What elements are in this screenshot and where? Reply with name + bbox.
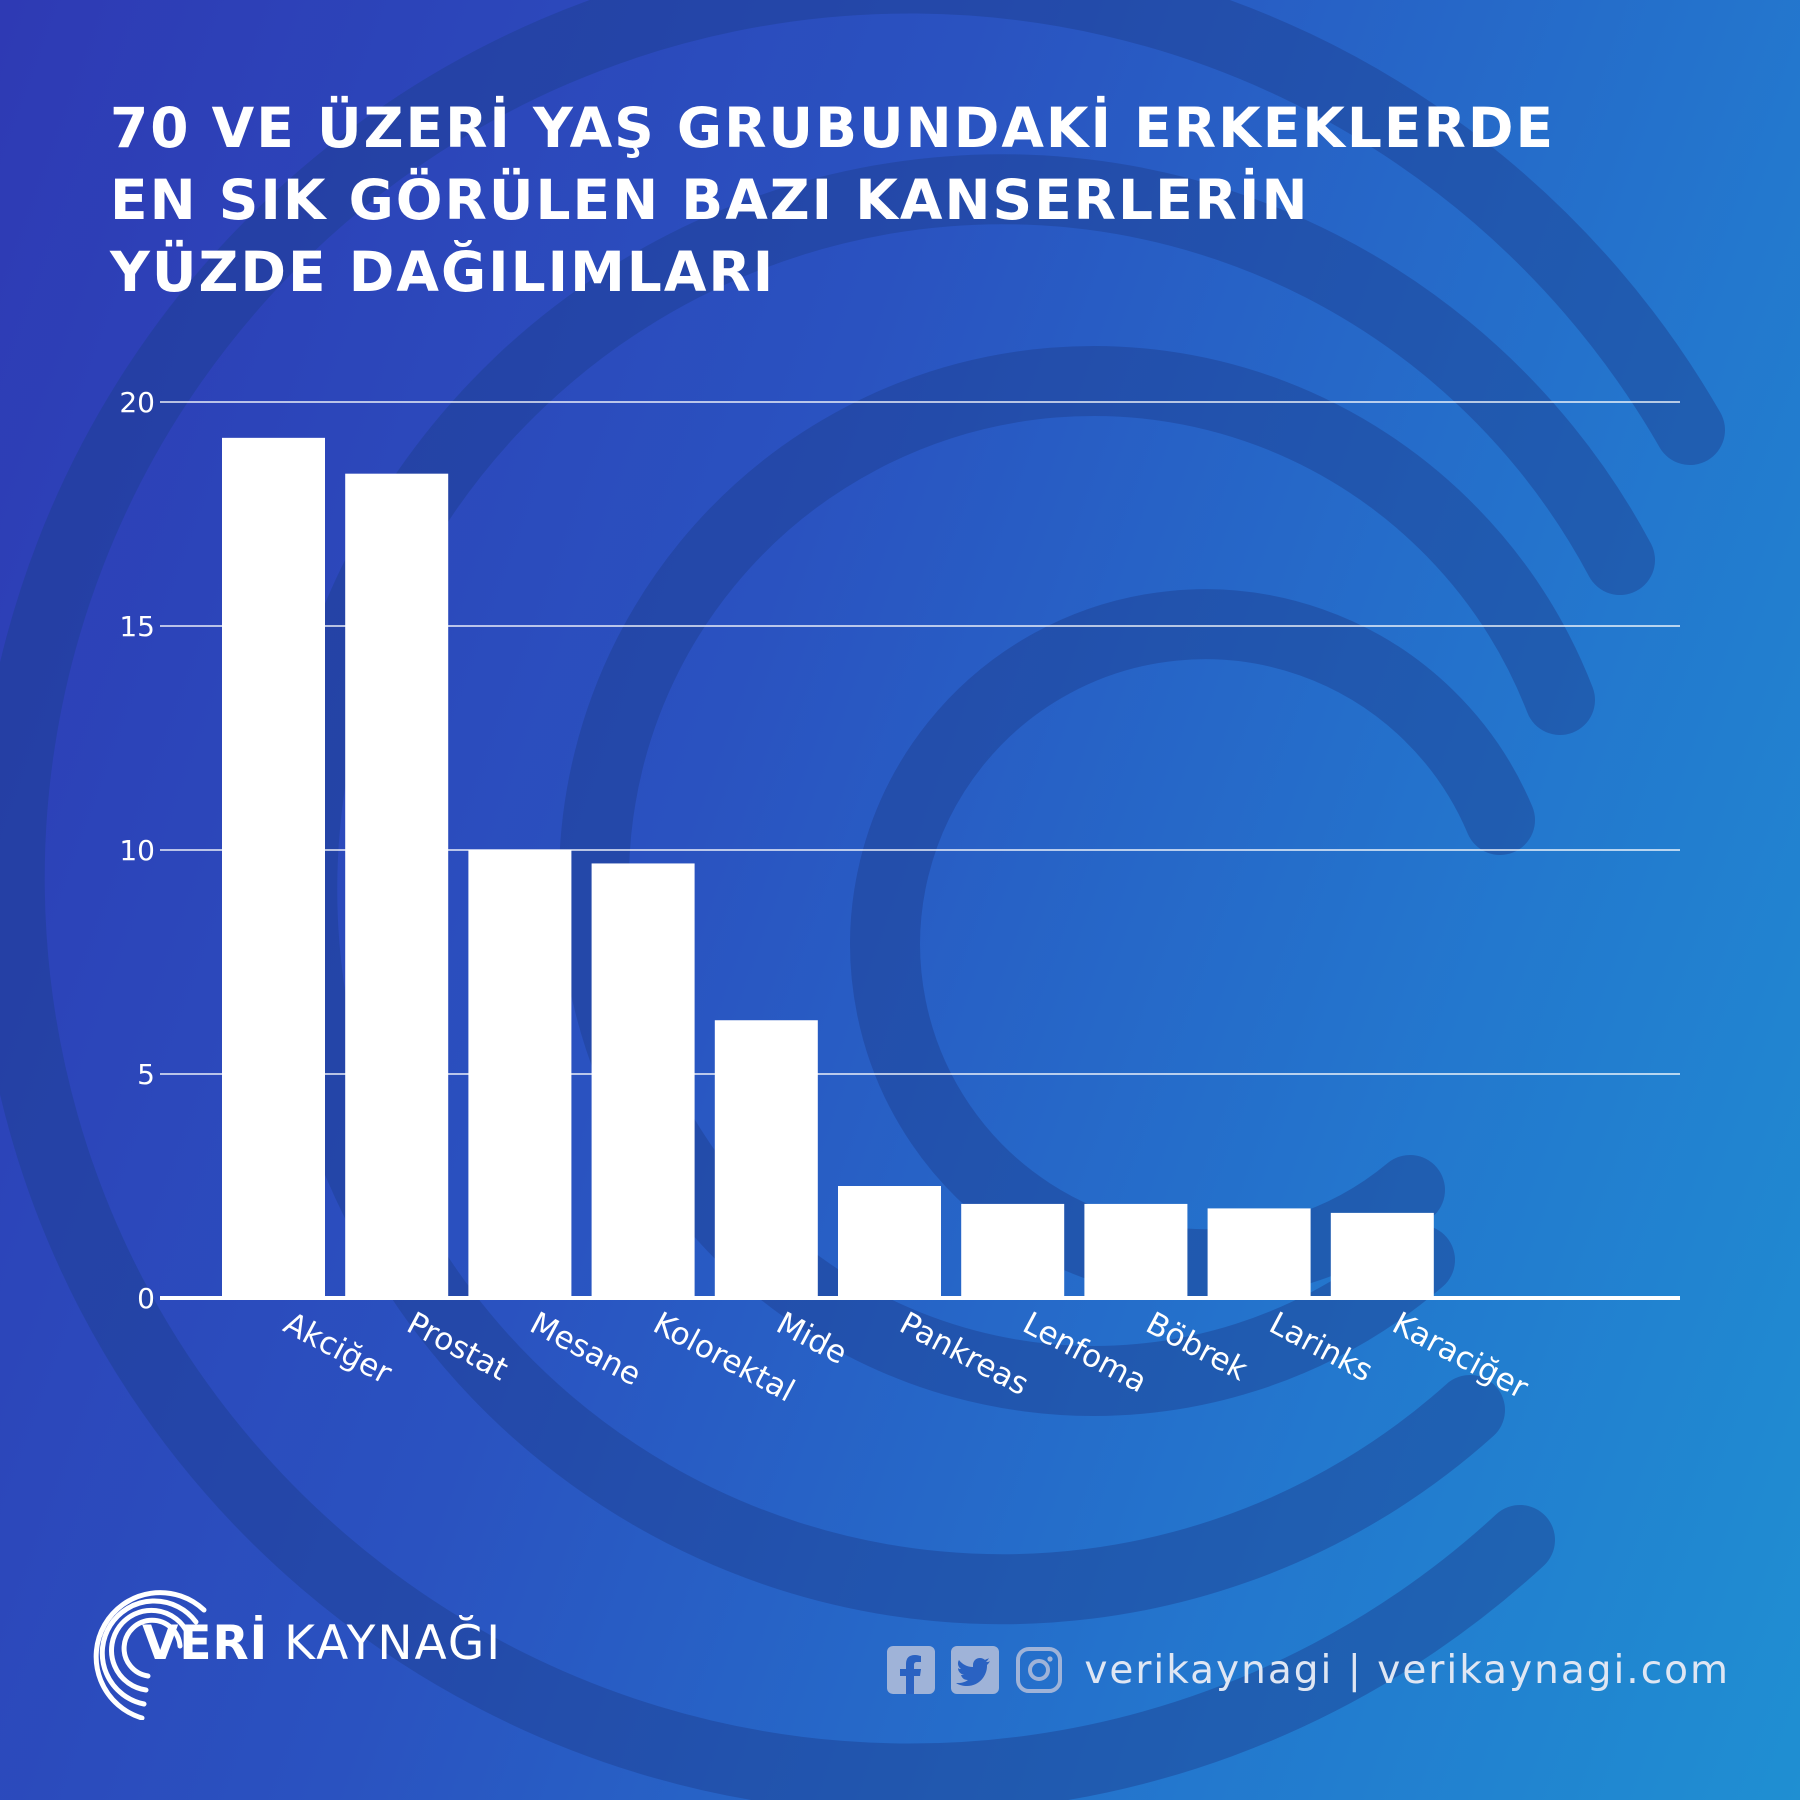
title-line-2: EN SIK GÖRÜLEN BAZI KANSERLERİN [110, 168, 1310, 232]
title-line-1: 70 VE ÜZERİ YAŞ GRUBUNDAKİ ERKEKLERDE [110, 96, 1556, 160]
bar-5 [714, 1020, 818, 1298]
brand-logo-icon [93, 1590, 207, 1720]
x-tick-label-10: Karaciğer [1387, 1305, 1535, 1406]
title-line-3: YÜZDE DAĞILIMLARI [110, 240, 776, 304]
x-tick-label-2: Prostat [401, 1305, 514, 1388]
bar-3 [468, 850, 572, 1298]
x-tick-label-9: Larinks [1263, 1305, 1378, 1389]
y-tick-label-20: 20 [119, 386, 155, 419]
instagram-icon[interactable] [1014, 1645, 1064, 1695]
y-axis-ticks: 0 5 10 15 20 [119, 386, 155, 1315]
brand-name-bold: VERİ [142, 1616, 269, 1671]
social-handle[interactable]: verikaynagi | verikaynagi.com [1084, 1647, 1730, 1693]
x-tick-label-8: Böbrek [1140, 1305, 1253, 1388]
x-tick-label-6: Pankreas [894, 1305, 1035, 1403]
bar-2 [345, 473, 449, 1298]
y-tick-label-0: 0 [137, 1282, 155, 1315]
brand-name-rest: KAYNAĞI [284, 1616, 503, 1671]
y-tick-label-10: 10 [119, 834, 155, 867]
facebook-icon[interactable] [886, 1645, 936, 1695]
y-tick-label-5: 5 [137, 1058, 155, 1091]
bars [222, 437, 1434, 1299]
social-bar: verikaynagi | verikaynagi.com [886, 1640, 1730, 1700]
bar-7 [961, 1203, 1065, 1298]
brand: VERİ KAYNAĞI [72, 1580, 532, 1720]
x-tick-label-4: Kolorektal [647, 1305, 800, 1409]
twitter-icon[interactable] [950, 1645, 1000, 1695]
x-tick-label-3: Mesane [524, 1305, 647, 1393]
bar-8 [1084, 1203, 1188, 1298]
bar-10 [1330, 1212, 1434, 1298]
x-tick-label-7: Lenfoma [1017, 1305, 1153, 1400]
bar-4 [591, 863, 695, 1298]
chart-title: 70 VE ÜZERİ YAŞ GRUBUNDAKİ ERKEKLERDE EN… [110, 92, 1670, 308]
bar-9 [1207, 1208, 1311, 1298]
x-tick-label-1: Akciğer [278, 1305, 398, 1392]
x-tick-label-5: Mide [771, 1305, 853, 1372]
y-tick-label-15: 15 [119, 610, 155, 643]
brand-name: VERİ KAYNAĞI [142, 1616, 502, 1671]
bar-6 [838, 1186, 941, 1298]
bar-1 [222, 437, 325, 1299]
